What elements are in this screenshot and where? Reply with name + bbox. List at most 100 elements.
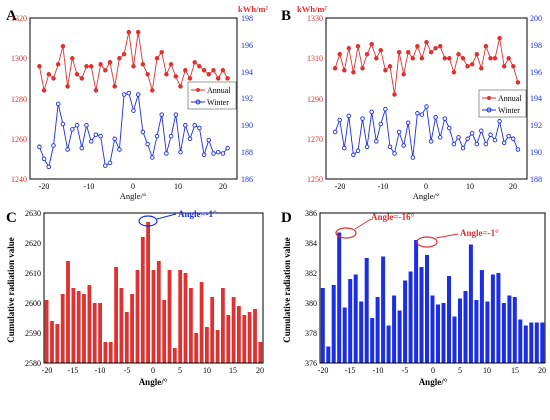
panel-d-bar xyxy=(436,304,440,363)
panel-c-bar xyxy=(162,300,167,363)
panel-d-bar xyxy=(403,280,408,363)
panel-a-plot-frame xyxy=(29,17,238,180)
panel-a-ytick-right: 196 xyxy=(241,41,253,50)
panel-a-point-annual xyxy=(183,68,188,73)
panel-a: A kWh/m² 1240 1260 1280 1300 1320 186 18… xyxy=(6,4,268,201)
panel-d-bar xyxy=(518,319,523,363)
panel-c-bar xyxy=(151,270,156,363)
panel-a-point-annual xyxy=(41,88,47,93)
panel-b-point-annual xyxy=(419,56,425,61)
panel-a-x-ticks: -20 -10 0 10 20 xyxy=(39,182,227,191)
panel-c-bar xyxy=(71,288,76,363)
panel-d-bar xyxy=(447,276,451,363)
panel-c-bar xyxy=(189,288,193,363)
panel-c-xtick: 0 xyxy=(151,366,155,375)
panel-b-point-winter xyxy=(469,131,475,136)
panel-a-point-winter xyxy=(183,123,188,128)
panel-a-point-annual xyxy=(159,49,164,55)
panel-c-bar xyxy=(130,294,134,363)
panel-b-plot-frame xyxy=(325,17,528,180)
panel-c-bar xyxy=(114,267,118,363)
panel-a-point-winter xyxy=(121,92,127,97)
panel-b-legend-annual-label: Annual xyxy=(498,94,522,103)
panel-d-bar xyxy=(320,288,325,363)
panel-a-point-winter xyxy=(154,133,160,139)
panel-b-point-annual xyxy=(511,64,516,69)
panel-d-bar xyxy=(463,291,468,363)
panel-c: C Cumulative radiation value 2580 2590 2… xyxy=(6,209,264,387)
panel-c-bar xyxy=(226,315,231,363)
panel-b-point-winter xyxy=(392,151,397,156)
panel-a-point-annual xyxy=(117,56,122,61)
panel-a-point-annual xyxy=(140,62,146,67)
panel-d-annotation-label-minus1: Angle=-1° xyxy=(460,228,499,238)
panel-c-bar xyxy=(167,270,172,363)
panel-d-bar xyxy=(479,270,484,363)
panel-c-bar xyxy=(215,330,220,363)
panel-d-xtick: 15 xyxy=(511,366,519,375)
panel-b-legend-box xyxy=(478,89,527,118)
panel-d-bar xyxy=(337,232,342,363)
panel-b-point-winter xyxy=(337,117,342,123)
panel-d-bar xyxy=(419,267,424,363)
panel-d-bar xyxy=(370,318,375,363)
panel-a-point-winter xyxy=(168,133,174,139)
panel-b-point-annual xyxy=(387,64,393,69)
panel-b-point-annual xyxy=(497,35,502,41)
panel-b-point-winter xyxy=(378,121,384,127)
panel-a-ytick-right: 198 xyxy=(241,14,253,23)
panel-b-point-annual xyxy=(428,49,434,55)
panel-c-bar xyxy=(146,222,150,363)
panel-c-bar xyxy=(44,300,49,363)
panel-a-point-winter xyxy=(93,132,99,137)
panel-b-point-annual xyxy=(355,43,361,49)
panel-b-point-annual xyxy=(442,56,448,61)
panel-d-annotation-label-minus16: Angle=-16° xyxy=(371,212,415,222)
panel-a-letter: A xyxy=(6,8,17,24)
panel-d-bar xyxy=(414,240,419,363)
panel-d-ytick: 380 xyxy=(305,299,317,308)
panel-a-point-winter xyxy=(65,147,70,152)
panel-a-point-annual xyxy=(98,62,103,67)
panel-c-highlight-ellipse xyxy=(138,215,158,227)
panel-d-bar xyxy=(512,297,517,363)
panel-b-series xyxy=(332,35,521,160)
panel-a-point-winter xyxy=(135,92,141,97)
panel-c-bar xyxy=(210,297,215,363)
panel-c-bar xyxy=(258,342,263,363)
panel-b-point-winter xyxy=(355,148,361,154)
panel-b-point-winter xyxy=(364,144,370,150)
panel-a-ytick-right: 194 xyxy=(241,68,253,77)
panel-d-bar xyxy=(452,316,457,363)
panel-a-ytick-right: 190 xyxy=(241,121,253,130)
panel-a-point-winter xyxy=(98,133,103,139)
panel-b-point-annual xyxy=(437,43,443,49)
panel-a-series-line-annual xyxy=(38,32,228,91)
panel-c-bar xyxy=(98,303,102,363)
panel-b-xtick: -10 xyxy=(378,182,389,191)
panel-b-point-annual xyxy=(515,80,521,85)
panel-a-series xyxy=(37,29,230,170)
panel-b-point-annual xyxy=(479,66,484,71)
panel-b-point-annual xyxy=(392,92,397,97)
panel-d: D Cumulative radiation value 376 378 380… xyxy=(281,209,546,387)
panel-d-xtick: -15 xyxy=(345,366,356,375)
panel-d-bar xyxy=(534,322,539,363)
panel-a-ytick-left: 1260 xyxy=(11,135,27,144)
panel-d-xtick: 10 xyxy=(483,366,491,375)
panel-b-point-winter xyxy=(465,136,470,142)
panel-b-point-annual xyxy=(424,39,429,45)
panel-a-point-annual xyxy=(206,72,212,77)
panel-a-point-winter xyxy=(201,152,207,158)
panel-c-bar xyxy=(119,288,124,363)
panel-a-point-annual xyxy=(164,72,169,77)
panel-d-bar xyxy=(490,274,495,363)
panel-c-bar xyxy=(242,315,247,363)
panel-a-point-annual xyxy=(93,88,99,93)
panel-b-point-winter xyxy=(383,106,388,112)
panel-c-bars xyxy=(44,222,263,363)
panel-d-annotation-arrow-minus1 xyxy=(435,233,459,239)
panel-b-point-winter xyxy=(474,141,480,147)
panel-d-bar xyxy=(458,298,462,363)
panel-c-xtick: 20 xyxy=(256,366,264,375)
